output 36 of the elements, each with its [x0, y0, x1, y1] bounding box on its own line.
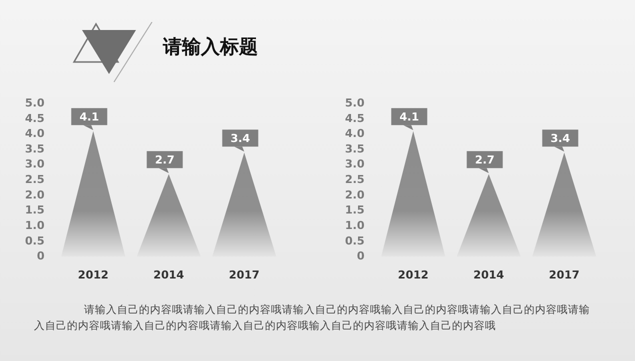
x-tick-label: 2012: [398, 268, 429, 282]
y-tick-label: 4.5: [344, 112, 364, 125]
y-tick-label: 1.5: [344, 204, 364, 217]
x-tick-label: 2017: [228, 268, 260, 282]
x-tick-label: 2012: [78, 268, 109, 282]
y-tick-label: 2.5: [344, 173, 364, 186]
y-tick-label: 2.0: [24, 188, 45, 202]
y-tick-label: 4.5: [24, 112, 44, 125]
y-tick-label: 4.0: [24, 127, 45, 140]
x-tick-label: 2014: [153, 268, 184, 282]
y-tick-label: 3.5: [24, 142, 44, 156]
y-tick-label: 5.0: [344, 96, 365, 110]
data-label: 4.1: [79, 110, 99, 124]
data-label: 3.4: [230, 132, 250, 145]
y-tick-label: 5.0: [24, 96, 45, 110]
text: 请输入自己的内容哦请输入自己的内容哦请输入自己的内容哦输入自己的内容哦请输入自己的内容哦请输入自己的内容哦请输入自己的内容哦请输入自己的内容哦输入自己的内容哦请输入自己的内容哦: [34, 303, 591, 334]
y-tick-label: 3.0: [24, 158, 45, 171]
y-tick-label: 3.5: [344, 142, 364, 156]
y-tick-label: 3.0: [344, 158, 365, 171]
y-tick-label: 2.0: [344, 188, 365, 202]
y-tick-label: 2.5: [24, 173, 44, 186]
chart-title: 请输入标题: [163, 35, 258, 60]
y-tick-label: 0: [36, 250, 45, 263]
y-tick-label: 1.5: [24, 204, 44, 217]
y-tick-label: 1.0: [24, 219, 45, 232]
y-tick-label: 0.5: [24, 234, 44, 248]
data-label: 4.1: [399, 110, 419, 124]
x-tick-label: 2014: [473, 268, 504, 282]
y-tick-label: 0.5: [344, 234, 364, 248]
data-label: 3.4: [550, 132, 570, 145]
y-tick-label: 4.0: [344, 127, 365, 140]
data-label: 2.7: [474, 153, 494, 166]
x-tick-label: 2017: [548, 268, 580, 282]
y-tick-label: 1.0: [344, 219, 365, 232]
y-tick-label: 0: [356, 250, 365, 263]
data-label: 2.7: [154, 153, 174, 166]
